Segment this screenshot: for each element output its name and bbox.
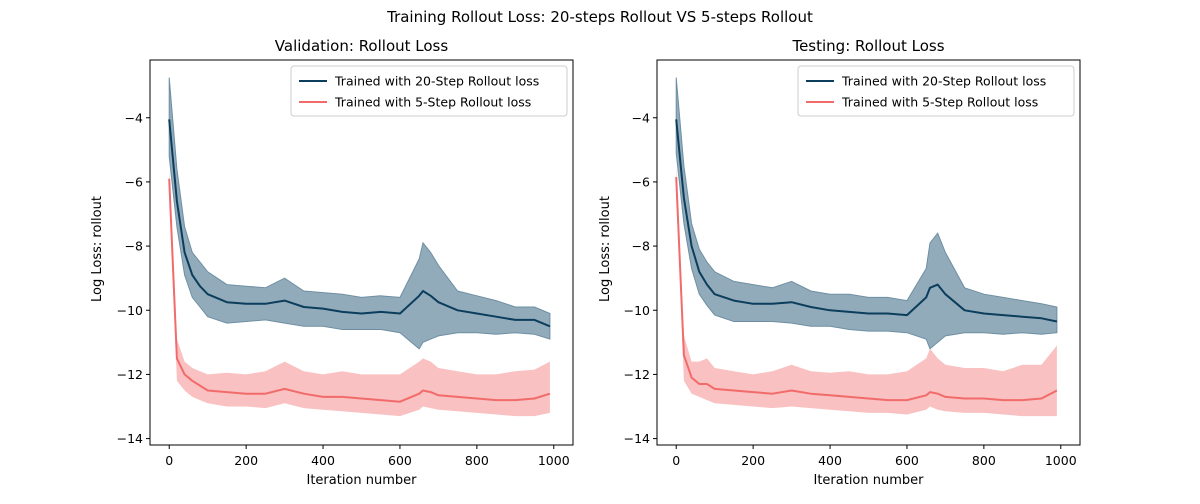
y-tick-label: −14 — [117, 431, 143, 446]
band-5-step — [676, 165, 1057, 417]
line-20-step — [168, 119, 551, 328]
plot-frame — [149, 59, 574, 446]
line-5-step — [675, 177, 1058, 402]
y-tick-label: −6 — [125, 174, 143, 189]
x-tick-label: 1000 — [1045, 453, 1077, 468]
y-tick-label: −12 — [117, 367, 143, 382]
chart-title: Testing: Rollout Loss — [791, 37, 944, 55]
y-tick-label: −6 — [632, 174, 650, 189]
y-axis-label: Log Loss: rollout — [90, 196, 105, 302]
line-20-step — [675, 119, 1058, 323]
x-tick-label: 0 — [672, 453, 680, 468]
x-tick-label: 400 — [311, 453, 335, 468]
y-tick-label: −8 — [125, 239, 143, 254]
legend-entry: Trained with 5-Step Rollout loss — [334, 95, 531, 110]
plot-frame — [656, 59, 1081, 446]
legend-entry: Trained with 5-Step Rollout loss — [841, 95, 1038, 110]
band-20-step — [168, 77, 551, 350]
legend: Trained with 20-Step Rollout loss Trained… — [797, 65, 1075, 117]
y-tick-label: −8 — [632, 239, 650, 254]
x-tick-label: 400 — [818, 453, 842, 468]
chart-validation: Validation: Rollout Loss 0 200 400 600 800 10… — [90, 37, 574, 488]
legend-box — [797, 65, 1075, 117]
y-tick-label: −14 — [624, 431, 650, 446]
y-tick-label: −10 — [624, 303, 650, 318]
x-tick-label: 1000 — [538, 453, 570, 468]
x-axis-label: Iteration number — [306, 473, 417, 488]
line-5-step — [168, 178, 551, 403]
x-tick-label: 800 — [972, 453, 996, 468]
band-20-step — [675, 77, 1058, 350]
y-tick-label: −10 — [117, 303, 143, 318]
chart-title: Validation: Rollout Loss — [275, 37, 449, 55]
x-tick-label: 0 — [165, 453, 173, 468]
x-tick-label: 600 — [895, 453, 919, 468]
y-tick-label: −4 — [125, 110, 143, 125]
legend: Trained with 20-Step Rollout loss Trained… — [290, 65, 568, 117]
x-tick-label: 800 — [465, 453, 489, 468]
x-axis-label: Iteration number — [813, 473, 924, 488]
y-axis-label: Log Loss: rollout — [598, 196, 613, 302]
y-tick-label: −4 — [632, 110, 650, 125]
legend-box — [290, 65, 568, 117]
x-tick-label: 200 — [741, 453, 765, 468]
legend-entry: Trained with 20-Step Rollout loss — [334, 74, 539, 89]
legend-entry: Trained with 20-Step Rollout loss — [841, 74, 1046, 89]
y-tick-label: −12 — [624, 367, 650, 382]
x-tick-label: 200 — [234, 453, 258, 468]
figure-title: Training Rollout Loss: 20-steps Rollout … — [386, 8, 813, 26]
x-tick-label: 600 — [388, 453, 412, 468]
chart-testing: Testing: Rollout Loss 0 200 400 600 800 1000 −… — [598, 37, 1081, 488]
